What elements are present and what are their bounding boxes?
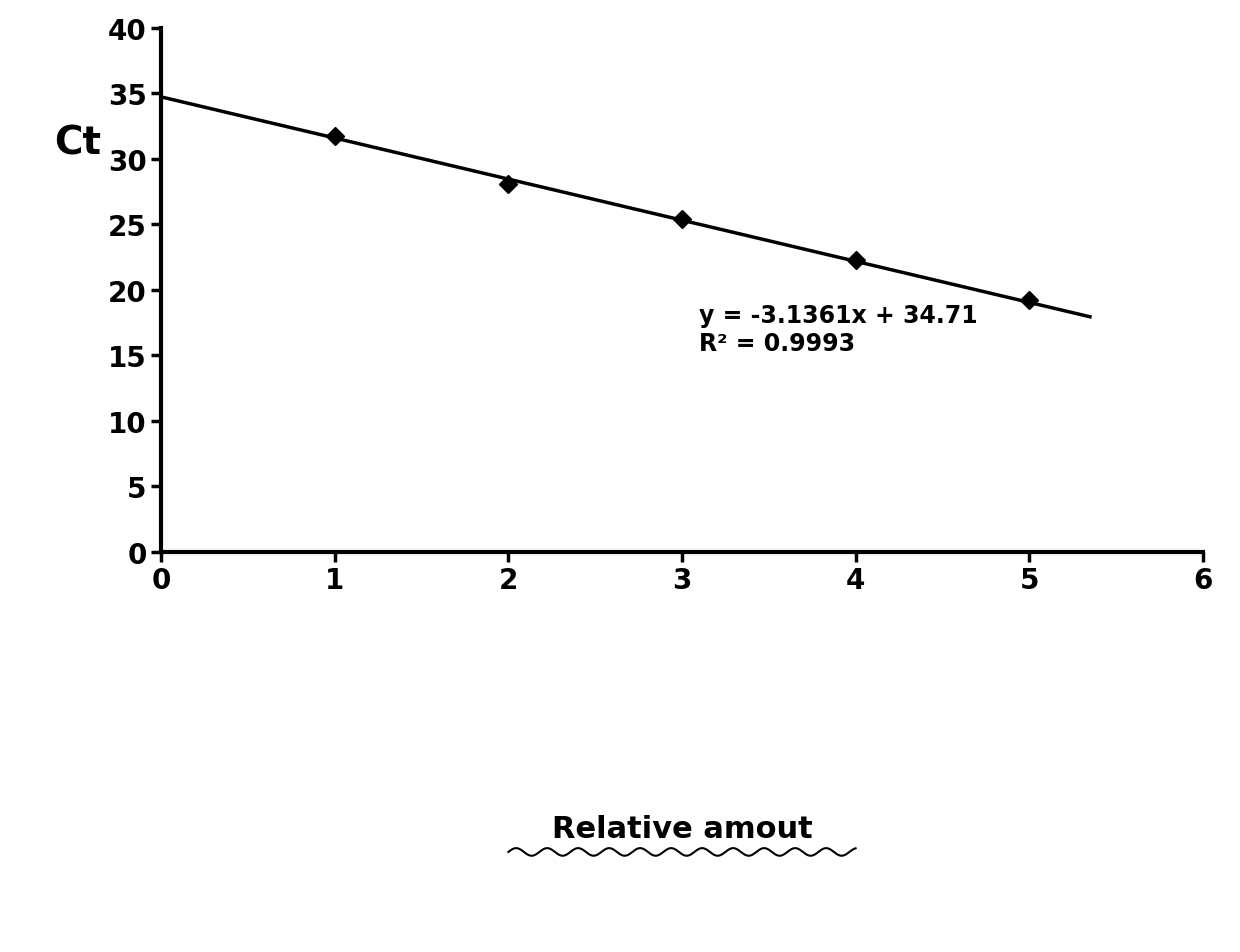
Y-axis label: Ct: Ct xyxy=(55,125,102,163)
Text: y = -3.1361x + 34.71
R² = 0.9993: y = -3.1361x + 34.71 R² = 0.9993 xyxy=(699,304,978,355)
Text: Relative amout: Relative amout xyxy=(552,814,812,843)
